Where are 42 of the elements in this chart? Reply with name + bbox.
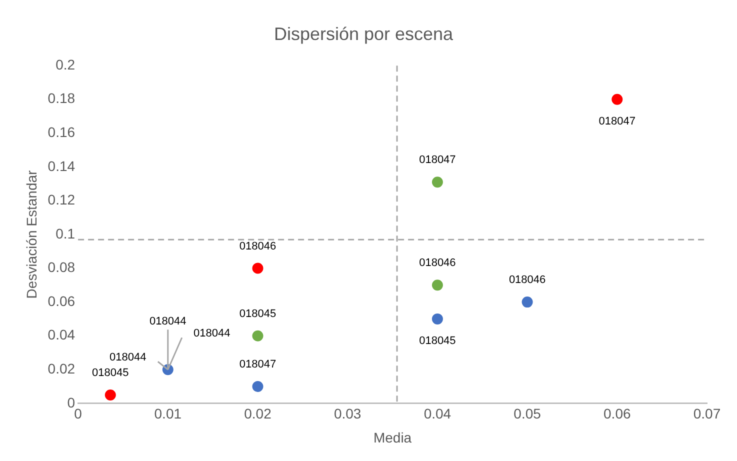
x-tick-label: 0.03 [334,406,362,422]
y-tick-label: 0.14 [48,158,76,174]
y-tick-label: 0.06 [48,292,76,309]
y-tick-label: 0 [67,394,76,410]
annotation: 018045 [419,334,456,347]
annotation: 018047 [598,115,636,128]
annotation: 018046 [239,240,276,252]
point [252,262,264,274]
annotation: 018047 [419,154,456,166]
chart-title: Dispersión por escena [274,24,454,44]
x-tick-label: 0.01 [154,406,182,422]
y-tick-label: 0.16 [48,124,76,140]
point [432,176,443,188]
y-tick-label: 0.18 [48,90,76,106]
point [432,313,443,324]
point [104,389,116,400]
x-tick-label: 0.07 [693,406,721,422]
annotation: 018044 [150,316,186,328]
y-tick-label: 0.2 [56,56,76,72]
x-tick-label: 0.06 [604,406,631,422]
annotation: 018044 [194,328,230,340]
annotation: 018046 [419,257,456,270]
x-tick-label: 0.05 [514,406,542,422]
point [612,94,623,105]
x-axis-title: Media [373,429,412,446]
y-axis-title: Desviación Estandar [23,170,40,299]
point [522,296,533,308]
x-tick-label: 0.04 [424,406,452,422]
y-tick-label: 0.08 [48,259,76,276]
y-tick-label: 0.1 [56,225,76,242]
annotation: 018045 [92,366,129,379]
annotation: 018046 [508,274,546,286]
annotation: 018047 [239,358,276,371]
annotation: 018045 [239,308,276,320]
annotation: 018044 [110,352,146,364]
y-tick-label: 0.02 [48,360,76,376]
y-tick-label: 0.12 [48,192,76,208]
point [432,280,443,291]
point [252,330,264,342]
point [252,381,264,392]
x-tick-label: 0.02 [244,406,272,422]
y-tick-label: 0.04 [48,326,76,343]
